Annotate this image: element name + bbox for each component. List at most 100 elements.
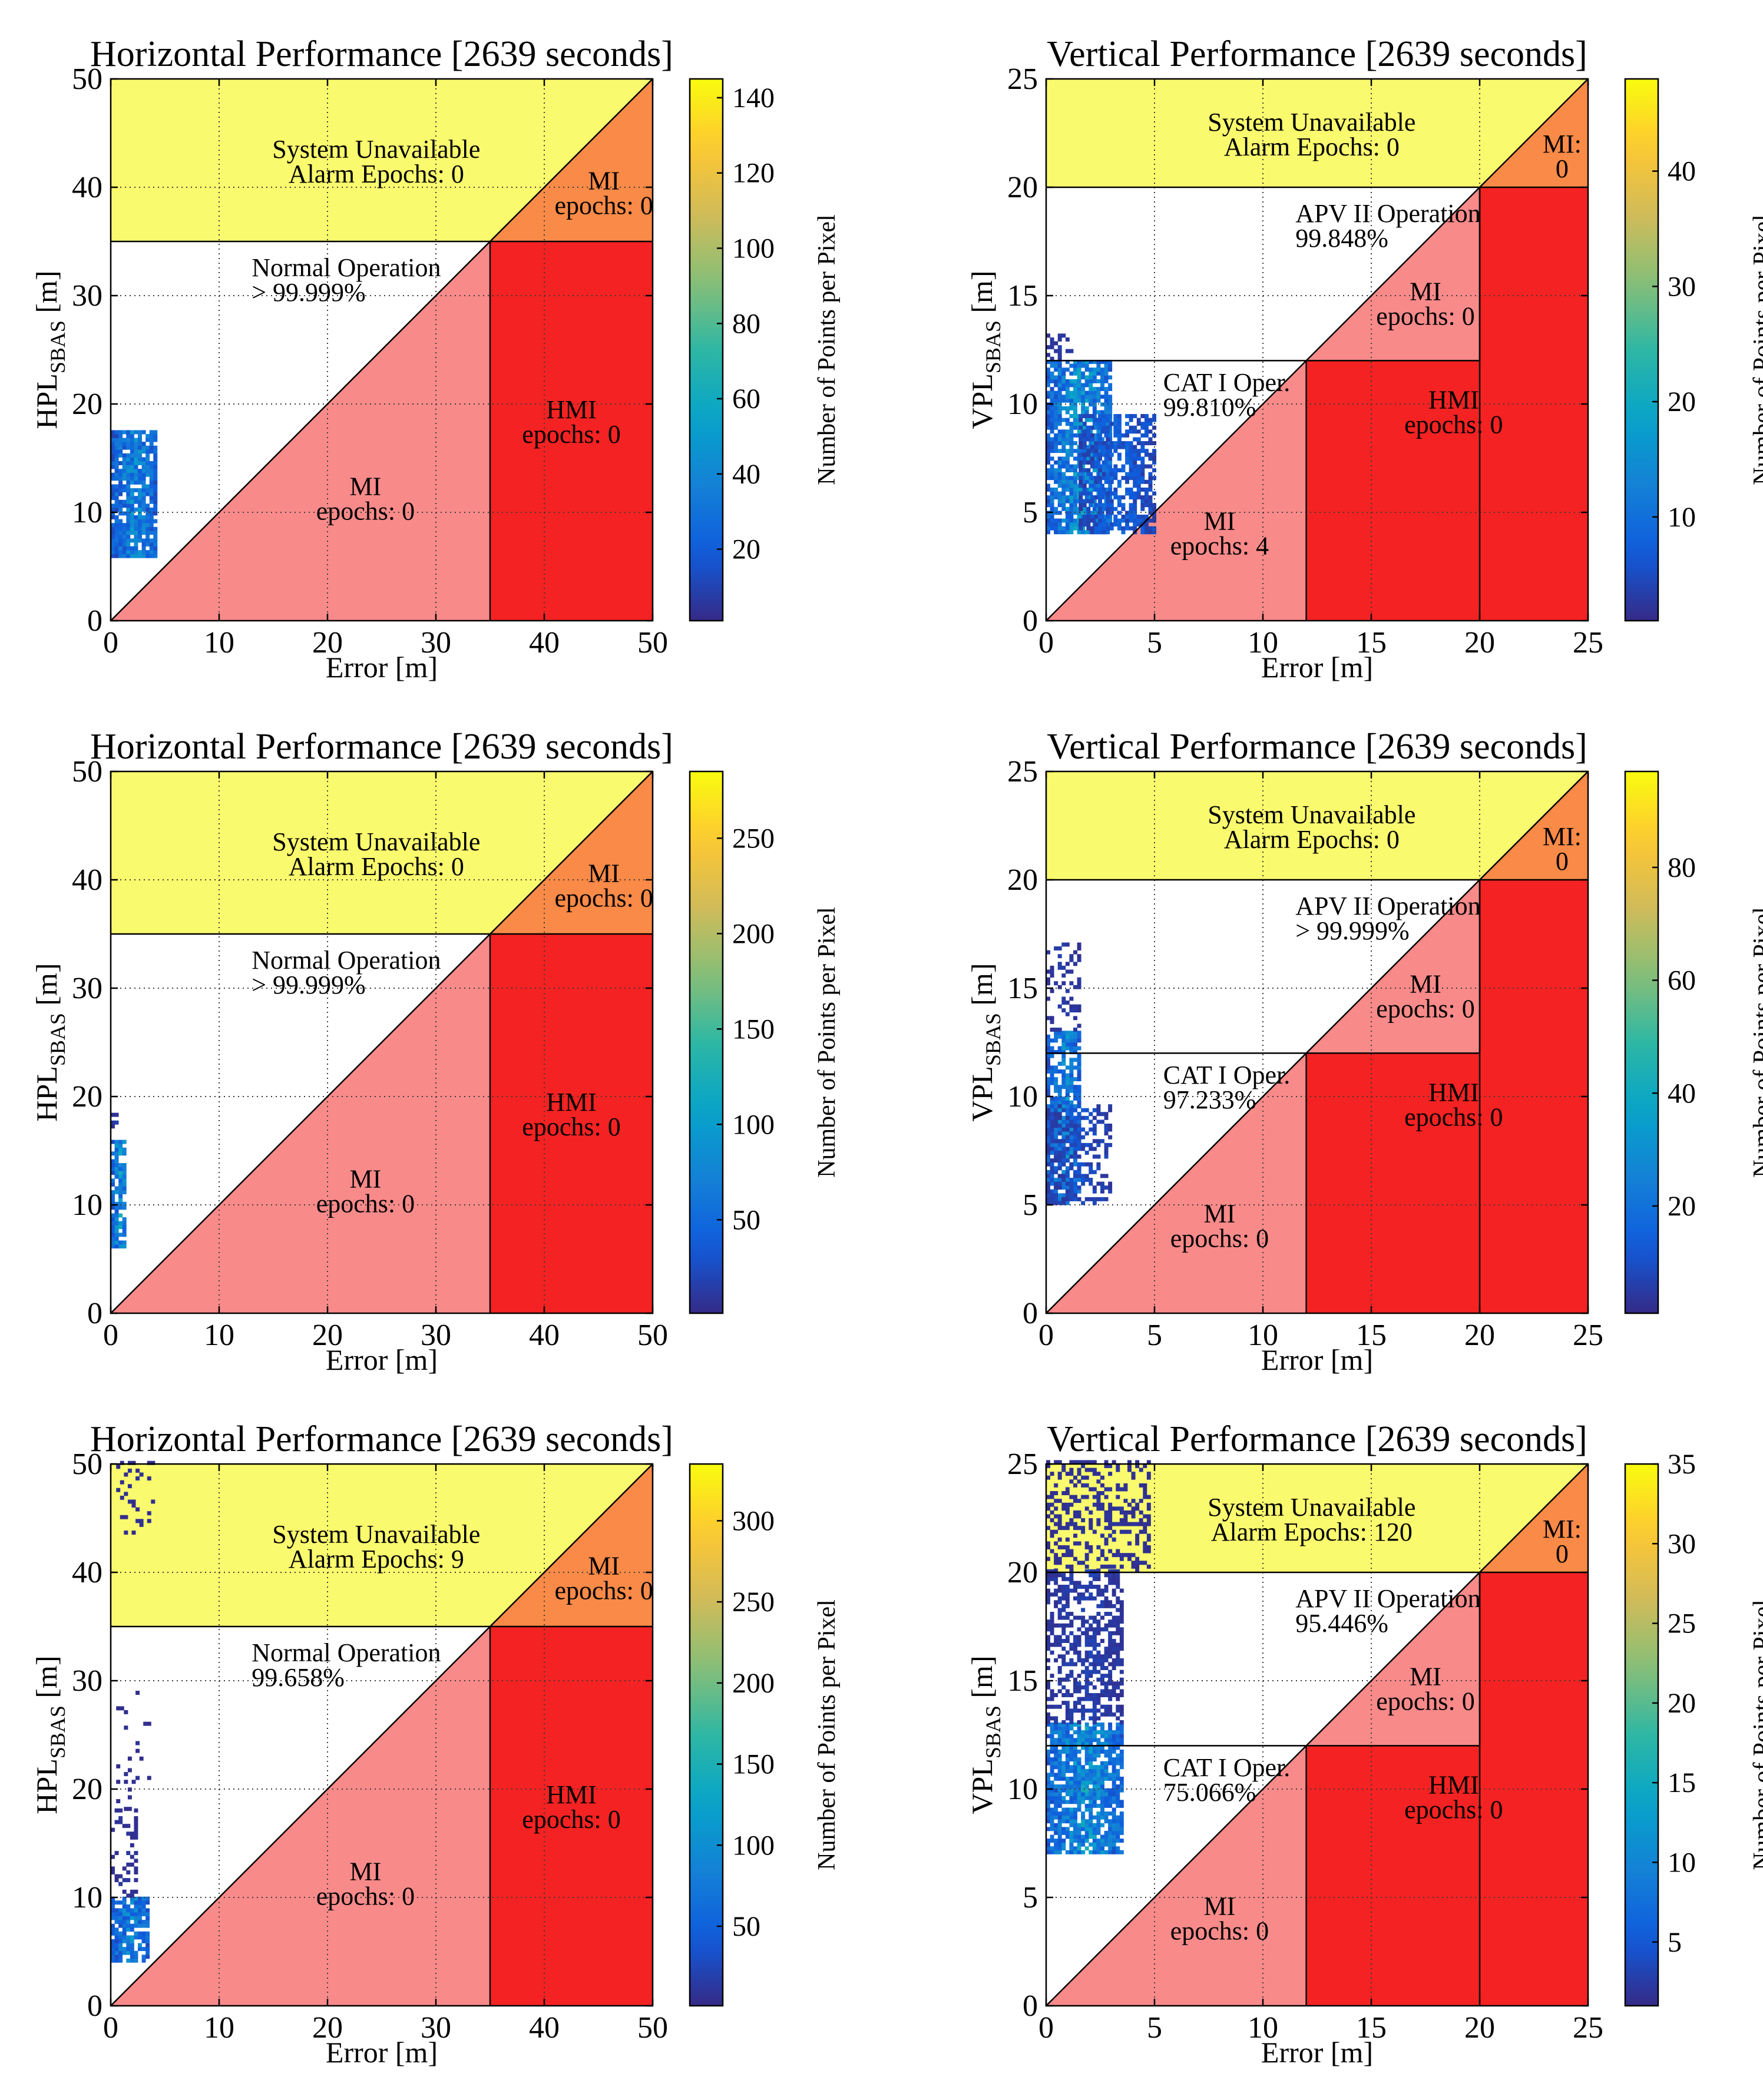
- density-cell: [1090, 414, 1094, 419]
- region-label-apv-operation: APV II Operation: [1295, 892, 1480, 920]
- density-cell: [1098, 518, 1103, 523]
- density-cell: [1054, 1757, 1059, 1762]
- density-cell: [1069, 479, 1074, 484]
- density-cell: [1081, 1788, 1086, 1793]
- density-cell: [153, 504, 158, 508]
- density-cell: [1100, 1730, 1104, 1735]
- density-cell: [1054, 1185, 1059, 1190]
- density-cell: [1050, 425, 1054, 430]
- density-cell: [1102, 472, 1106, 476]
- region-label-mi-corner: MI:: [1543, 130, 1582, 158]
- density-cell: [1054, 1166, 1059, 1171]
- density-cell: [1077, 1069, 1081, 1074]
- density-cell: [130, 465, 134, 469]
- density-cell: [1092, 367, 1097, 372]
- density-cell: [1133, 452, 1137, 457]
- density-cell: [1131, 1475, 1136, 1480]
- density-cell: [1061, 1647, 1066, 1651]
- density-cell: [1073, 1839, 1077, 1843]
- y-tick-label: 25: [1007, 1448, 1038, 1481]
- y-tick-label: 15: [1007, 1664, 1038, 1698]
- density-cell: [1100, 1796, 1104, 1800]
- density-cell: [124, 1472, 128, 1477]
- density-cell: [1061, 1839, 1066, 1843]
- density-cell: [1054, 1189, 1059, 1194]
- density-cell: [130, 538, 134, 543]
- density-cell: [1125, 514, 1130, 519]
- density-cell: [1061, 395, 1066, 399]
- density-cell: [1100, 1654, 1104, 1659]
- density-cell: [1108, 437, 1113, 442]
- density-cell: [1057, 345, 1062, 350]
- density-cell: [1096, 1842, 1101, 1847]
- density-cell: [1092, 1716, 1097, 1721]
- density-cell: [1116, 1738, 1120, 1743]
- density-cell: [1096, 1573, 1101, 1578]
- region-label-mi-lower: MI: [1204, 1199, 1236, 1228]
- density-cell: [126, 1916, 131, 1920]
- density-cell: [1050, 1850, 1054, 1854]
- density-cell: [134, 1908, 138, 1913]
- density-cell: [1148, 483, 1153, 488]
- density-cell: [141, 496, 146, 501]
- density-cell: [126, 499, 131, 504]
- density-cell: [1123, 1553, 1128, 1558]
- density-cell: [1089, 1757, 1093, 1762]
- density-cell: [1050, 1081, 1054, 1085]
- density-cell: [1069, 1568, 1074, 1573]
- density-cell: [1046, 468, 1050, 473]
- density-cell: [1046, 1581, 1050, 1585]
- density-cell: [145, 1912, 150, 1916]
- density-cell: [1050, 1716, 1054, 1721]
- density-cell: [1061, 526, 1066, 531]
- density-cell: [1054, 1139, 1059, 1144]
- density-cell: [1069, 483, 1074, 488]
- density-cell: [1116, 1658, 1120, 1662]
- region-label-mi-lower: epochs: 4: [1170, 531, 1269, 560]
- density-cell: [1054, 398, 1059, 403]
- density-cell: [1100, 1604, 1104, 1608]
- density-cell: [1119, 1803, 1124, 1808]
- density-cell: [122, 1171, 127, 1175]
- density-cell: [1073, 1154, 1077, 1159]
- density-cell: [1065, 1689, 1070, 1694]
- density-cell: [1102, 487, 1106, 492]
- density-cell: [1089, 1823, 1093, 1827]
- density-cell: [1109, 476, 1114, 481]
- density-cell: [1084, 1569, 1089, 1574]
- density-cell: [1054, 1623, 1059, 1628]
- density-cell: [111, 1931, 115, 1936]
- density-cell: [1069, 1741, 1074, 1746]
- density-cell: [1146, 1522, 1151, 1526]
- density-cell: [114, 1244, 119, 1248]
- density-cell: [114, 1820, 119, 1824]
- density-cell: [1104, 410, 1109, 415]
- density-cell: [1104, 1460, 1109, 1465]
- density-cell: [1104, 1738, 1109, 1743]
- density-cell: [1069, 422, 1074, 426]
- x-tick-label: 5: [1147, 1319, 1162, 1352]
- density-cell: [1050, 1028, 1054, 1032]
- density-cell: [1065, 1677, 1070, 1682]
- density-cell: [114, 445, 119, 450]
- density-cell: [130, 1889, 134, 1894]
- density-cell: [134, 438, 138, 442]
- density-cell: [1113, 491, 1118, 496]
- density-cell: [1079, 437, 1083, 442]
- density-cell: [114, 1159, 119, 1164]
- density-cell: [1050, 1576, 1054, 1581]
- density-cell: [1133, 429, 1137, 434]
- density-cell: [1057, 1050, 1062, 1055]
- density-cell: [1073, 363, 1077, 368]
- density-cell: [1069, 349, 1074, 353]
- density-cell: [1061, 1193, 1066, 1198]
- density-cell: [1100, 1780, 1104, 1785]
- density-cell: [1094, 460, 1099, 465]
- density-cell: [1073, 1042, 1077, 1046]
- density-cell: [1127, 1468, 1132, 1472]
- density-cell: [1054, 1576, 1059, 1581]
- density-cell: [1069, 1046, 1074, 1051]
- density-cell: [1046, 1803, 1050, 1808]
- density-cell: [1108, 1124, 1113, 1128]
- density-cell: [1054, 379, 1059, 383]
